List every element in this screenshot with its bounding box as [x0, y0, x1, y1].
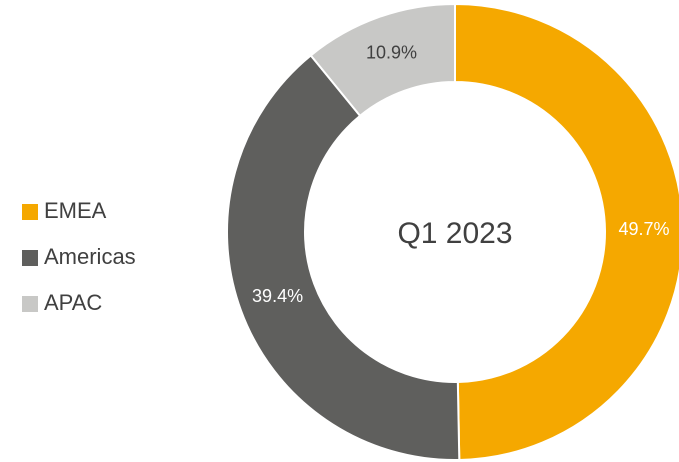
legend-label: Americas: [44, 244, 136, 269]
data-label: 39.4%: [252, 286, 303, 306]
data-label: 10.9%: [366, 43, 417, 63]
legend-swatch: [22, 250, 38, 266]
legend-label: EMEA: [44, 198, 107, 223]
donut-segment: [226, 54, 461, 461]
donut-segment: [454, 2, 679, 461]
legend-swatch: [22, 204, 38, 220]
data-label: 49.7%: [618, 219, 669, 239]
donut-segment: [309, 2, 456, 118]
legend-label: APAC: [44, 290, 102, 315]
center-label: Q1 2023: [397, 217, 512, 250]
legend-swatch: [22, 296, 38, 312]
